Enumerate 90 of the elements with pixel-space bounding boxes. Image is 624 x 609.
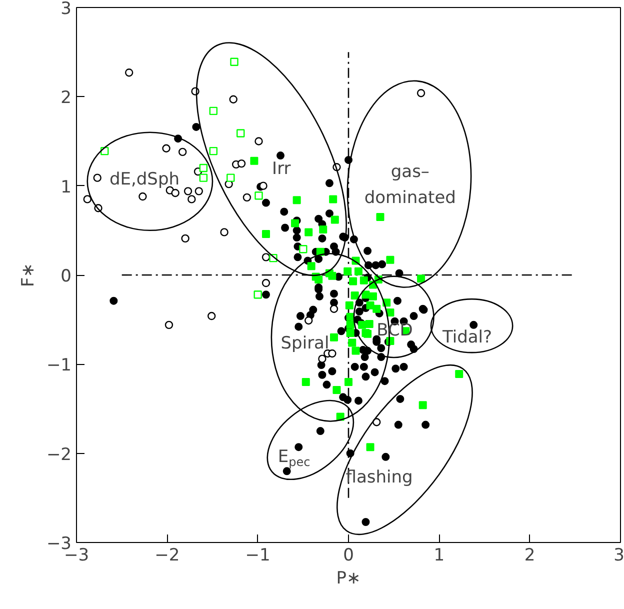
x-tick-label: 3 — [614, 546, 624, 566]
annotation: dE,dSph — [109, 170, 180, 190]
point — [209, 106, 218, 116]
point — [291, 219, 300, 228]
point — [372, 304, 381, 313]
point — [199, 164, 208, 172]
point — [178, 148, 187, 156]
point — [416, 89, 426, 98]
point — [344, 267, 352, 276]
annotation: Spiral — [280, 334, 330, 354]
point — [304, 316, 313, 325]
point — [344, 378, 352, 386]
point — [417, 274, 426, 283]
point — [93, 174, 102, 182]
point — [229, 95, 238, 104]
point — [366, 443, 374, 452]
point — [348, 338, 356, 347]
x-tick-label: 2 — [524, 546, 536, 566]
y-axis-title: F∗ — [18, 262, 38, 288]
point — [262, 278, 270, 288]
point — [237, 159, 246, 168]
point — [292, 196, 301, 204]
point — [314, 275, 323, 284]
point — [184, 187, 192, 196]
point — [302, 378, 310, 386]
point — [345, 301, 354, 310]
point — [455, 370, 464, 378]
point — [350, 292, 359, 300]
point — [188, 195, 196, 204]
point — [194, 187, 203, 196]
annotation: gas– dominated — [364, 162, 456, 208]
point — [329, 195, 338, 204]
point — [171, 188, 180, 198]
point — [365, 320, 374, 328]
point — [124, 68, 134, 77]
point — [83, 195, 92, 204]
point — [330, 216, 339, 224]
point — [242, 193, 252, 202]
point — [259, 182, 268, 190]
point — [332, 386, 341, 394]
point — [162, 144, 170, 152]
point — [346, 328, 354, 337]
y-tick-label: 1 — [60, 177, 72, 198]
x-tick-label: −1 — [245, 546, 270, 566]
point — [254, 290, 262, 299]
point — [199, 174, 208, 182]
point — [138, 192, 147, 201]
point — [254, 137, 263, 146]
point — [262, 230, 270, 238]
y-tick-label: 2 — [60, 88, 72, 108]
y-tick-label: 0 — [60, 266, 72, 286]
point — [330, 333, 338, 342]
point — [250, 156, 258, 165]
y-tick-label: 3 — [60, 0, 72, 19]
point — [349, 277, 358, 286]
point — [299, 245, 308, 254]
point — [226, 174, 235, 182]
point — [254, 192, 263, 200]
point — [368, 292, 377, 300]
point — [164, 320, 174, 330]
point — [346, 320, 354, 329]
point — [319, 226, 328, 234]
x-tick-label: 0 — [343, 546, 354, 566]
annotation: Tidal? — [442, 327, 492, 348]
point — [328, 272, 336, 280]
annotation: flashing — [346, 467, 413, 488]
point — [236, 129, 245, 138]
y-tick-label: −1 — [46, 356, 72, 376]
point — [181, 234, 190, 243]
point — [352, 346, 360, 355]
point — [328, 349, 336, 358]
point — [220, 228, 228, 236]
point — [307, 262, 316, 270]
point — [330, 304, 338, 313]
point — [209, 146, 218, 156]
point — [354, 267, 362, 276]
annotation: Irr — [272, 158, 291, 179]
point — [318, 354, 326, 363]
point — [418, 401, 427, 410]
point — [360, 276, 368, 284]
point — [262, 253, 270, 262]
point — [376, 213, 384, 222]
y-tick-label: −2 — [46, 444, 72, 465]
x-tick-label: 1 — [434, 546, 445, 566]
point — [386, 256, 394, 264]
x-tick-label: −2 — [154, 546, 180, 566]
point — [304, 228, 313, 236]
point — [207, 312, 216, 320]
x-axis-title: P∗ — [336, 568, 361, 588]
point — [230, 58, 238, 66]
